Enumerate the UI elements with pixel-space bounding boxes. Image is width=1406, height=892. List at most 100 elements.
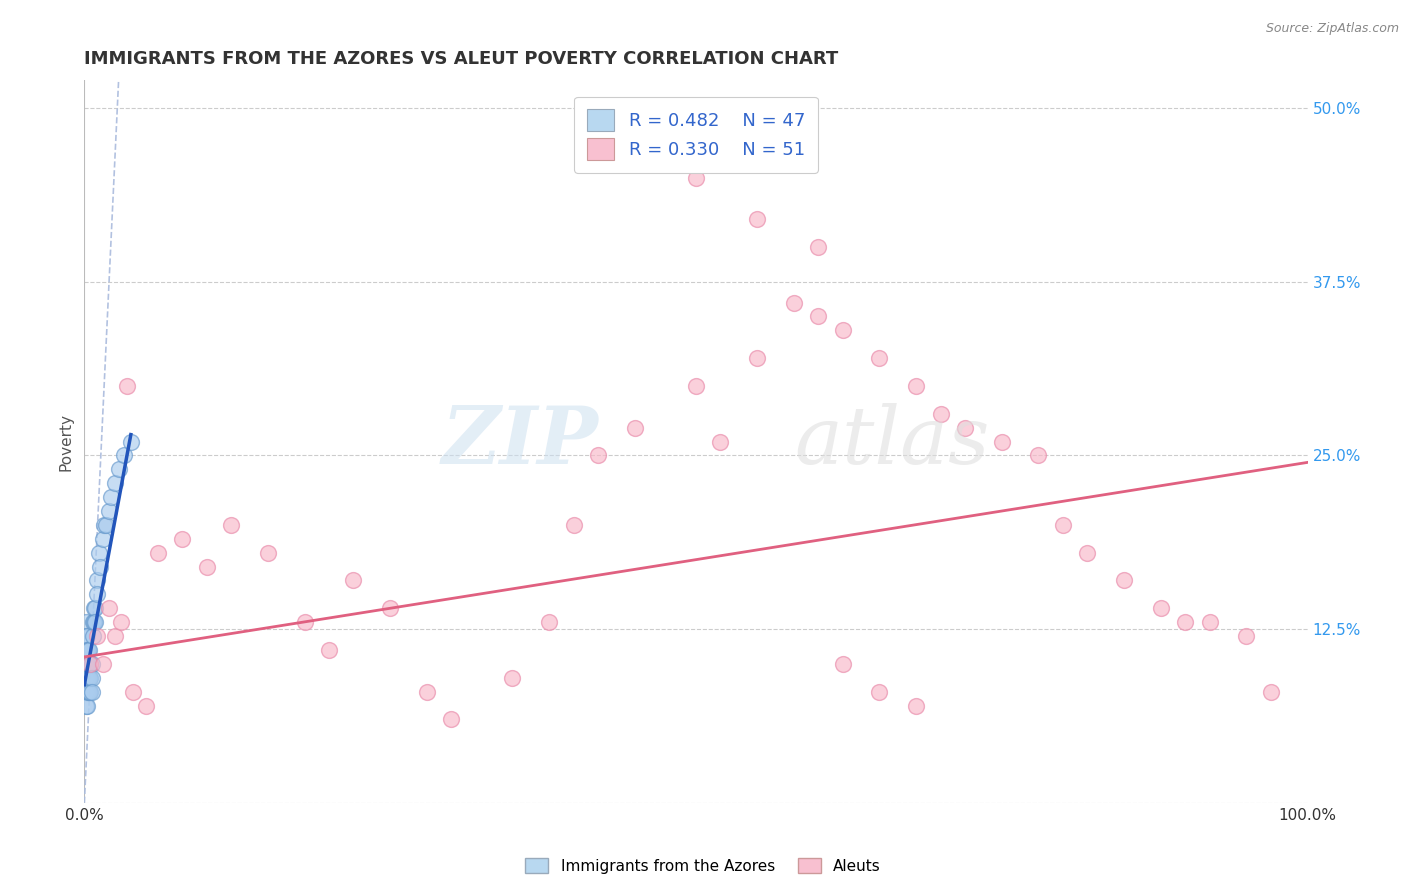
Point — [75, 643, 97, 657]
Text: IMMIGRANTS FROM THE AZORES VS ALEUT POVERTY CORRELATION CHART: IMMIGRANTS FROM THE AZORES VS ALEUT POVE… — [84, 50, 838, 68]
Point — [96, 517, 118, 532]
Point — [709, 434, 731, 449]
Point — [257, 546, 280, 560]
Point — [953, 420, 976, 434]
Point — [416, 684, 439, 698]
Point — [502, 671, 524, 685]
Point — [905, 698, 928, 713]
Point — [100, 490, 122, 504]
Point — [84, 601, 107, 615]
Point — [219, 517, 242, 532]
Point — [1150, 601, 1173, 615]
Point — [77, 671, 100, 685]
Point — [538, 615, 561, 630]
Legend: R = 0.482    N = 47, R = 0.330    N = 51: R = 0.482 N = 47, R = 0.330 N = 51 — [575, 96, 817, 173]
Point — [75, 657, 97, 671]
Point — [75, 615, 97, 630]
Point — [783, 295, 806, 310]
Point — [79, 657, 101, 671]
Point — [1052, 517, 1074, 532]
Point — [77, 643, 100, 657]
Point — [122, 684, 145, 698]
Point — [76, 684, 98, 698]
Point — [440, 713, 463, 727]
Point — [86, 629, 108, 643]
Point — [75, 671, 97, 685]
Point — [91, 657, 114, 671]
Point — [869, 351, 891, 366]
Legend: Immigrants from the Azores, Aleuts: Immigrants from the Azores, Aleuts — [519, 852, 887, 880]
Point — [76, 657, 98, 671]
Point — [685, 379, 707, 393]
Point — [77, 643, 100, 657]
Point — [562, 517, 585, 532]
Point — [294, 615, 316, 630]
Point — [76, 629, 98, 643]
Point — [76, 698, 98, 713]
Point — [77, 671, 100, 685]
Point — [82, 629, 104, 643]
Point — [86, 587, 108, 601]
Y-axis label: Poverty: Poverty — [58, 412, 73, 471]
Point — [929, 407, 952, 421]
Point — [120, 434, 142, 449]
Point — [110, 615, 132, 630]
Point — [115, 379, 138, 393]
Point — [75, 684, 97, 698]
Point — [172, 532, 194, 546]
Point — [135, 698, 157, 713]
Point — [104, 476, 127, 491]
Text: ZIP: ZIP — [441, 403, 598, 480]
Point — [342, 574, 364, 588]
Point — [87, 546, 110, 560]
Point — [831, 323, 853, 337]
Point — [1028, 449, 1050, 463]
Point — [86, 574, 108, 588]
Point — [831, 657, 853, 671]
Point — [685, 170, 707, 185]
Point — [97, 601, 120, 615]
Point — [80, 671, 103, 685]
Point — [79, 684, 101, 698]
Point — [93, 517, 115, 532]
Point — [84, 615, 107, 630]
Point — [1114, 574, 1136, 588]
Point — [82, 615, 104, 630]
Point — [89, 559, 111, 574]
Point — [747, 351, 769, 366]
Point — [77, 684, 100, 698]
Point — [112, 449, 135, 463]
Point — [79, 657, 101, 671]
Point — [1198, 615, 1220, 630]
Point — [83, 601, 105, 615]
Point — [1260, 684, 1282, 698]
Point — [75, 629, 97, 643]
Point — [77, 657, 100, 671]
Point — [991, 434, 1014, 449]
Point — [80, 657, 103, 671]
Point — [1076, 546, 1098, 560]
Point — [83, 615, 105, 630]
Point — [80, 684, 103, 698]
Point — [107, 462, 129, 476]
Point — [869, 684, 891, 698]
Point — [807, 310, 830, 324]
Point — [195, 559, 218, 574]
Point — [79, 671, 101, 685]
Point — [97, 504, 120, 518]
Point — [905, 379, 928, 393]
Point — [146, 546, 169, 560]
Point — [1236, 629, 1258, 643]
Point — [75, 698, 97, 713]
Text: atlas: atlas — [794, 403, 990, 480]
Point — [76, 643, 98, 657]
Point — [586, 449, 609, 463]
Point — [77, 657, 100, 671]
Point — [380, 601, 402, 615]
Point — [1174, 615, 1197, 630]
Point — [91, 532, 114, 546]
Text: Source: ZipAtlas.com: Source: ZipAtlas.com — [1265, 22, 1399, 36]
Point — [747, 212, 769, 227]
Point — [76, 671, 98, 685]
Point — [624, 420, 647, 434]
